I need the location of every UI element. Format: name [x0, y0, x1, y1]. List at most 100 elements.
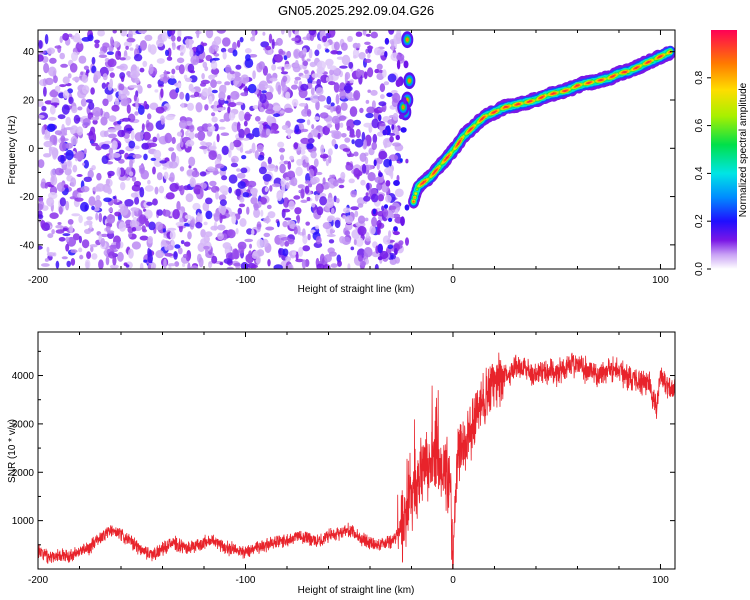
- noise-blob: [201, 87, 210, 97]
- noise-blob: [380, 94, 385, 100]
- noise-blob: [148, 63, 154, 75]
- noise-blob: [75, 41, 84, 53]
- ridge-point: [412, 200, 415, 203]
- noise-blob: [120, 75, 125, 82]
- noise-blob: [197, 130, 206, 141]
- noise-blob: [153, 149, 162, 159]
- ridge-point: [453, 147, 456, 150]
- noise-blob: [112, 196, 117, 200]
- noise-blob: [367, 172, 376, 182]
- spectrogram-ridge: [371, 31, 675, 261]
- noise-blob: [259, 93, 267, 104]
- noise-blob: [244, 150, 253, 154]
- ridge-point: [447, 154, 450, 157]
- noise-blob: [396, 174, 400, 182]
- noise-blob: [256, 249, 265, 257]
- noise-blob: [302, 245, 311, 252]
- noise-blob: [148, 221, 156, 231]
- noise-blob: [235, 228, 239, 235]
- noise-blob: [235, 101, 244, 106]
- noise-blob: [232, 41, 237, 51]
- noise-blob: [315, 236, 322, 245]
- noise-blob: [103, 197, 112, 203]
- noise-blob: [366, 106, 376, 114]
- noise-blob: [357, 225, 367, 236]
- noise-blob: [134, 145, 140, 150]
- noise-blob: [54, 167, 64, 176]
- noise-blob: [250, 187, 258, 195]
- noise-blob: [199, 213, 203, 224]
- noise-blob: [131, 241, 141, 250]
- noise-blob: [193, 184, 203, 195]
- noise-blob: [189, 124, 195, 133]
- noise-blob: [127, 248, 134, 259]
- noise-blob: [165, 49, 169, 56]
- noise-blob: [91, 56, 96, 65]
- noise-blob: [393, 33, 403, 44]
- noise-blob: [302, 234, 308, 245]
- noise-blob: [82, 118, 91, 127]
- noise-blob: [330, 263, 338, 268]
- noise-blob: [219, 199, 227, 207]
- noise-blob: [146, 201, 153, 206]
- noise-blob: [254, 116, 261, 122]
- noise-blob: [80, 71, 84, 76]
- noise-blob: [205, 210, 213, 220]
- noise-blob: [267, 211, 276, 219]
- noise-blob: [71, 213, 81, 217]
- noise-blob: [260, 209, 264, 217]
- noise-blob: [113, 41, 120, 48]
- noise-blob: [220, 205, 226, 216]
- noise-blob: [46, 246, 50, 254]
- noise-blob: [64, 167, 72, 176]
- noise-blob: [246, 180, 257, 188]
- noise-blob: [278, 48, 284, 55]
- noise-blob: [275, 37, 283, 46]
- noise-blob: [59, 35, 63, 44]
- noise-blob: [396, 53, 405, 62]
- noise-blob: [222, 51, 227, 60]
- noise-blob: [101, 82, 107, 89]
- noise-blob: [288, 200, 295, 210]
- noise-blob: [237, 207, 242, 215]
- noise-blob: [154, 221, 163, 231]
- noise-blob: [396, 59, 401, 70]
- noise-blob: [201, 73, 205, 80]
- noise-blob: [232, 49, 238, 57]
- noise-blob: [269, 77, 278, 82]
- noise-blob: [128, 84, 138, 89]
- ridge-point: [405, 37, 409, 42]
- noise-blob: [91, 116, 100, 121]
- noise-blob: [335, 198, 340, 204]
- noise-blob: [117, 129, 126, 138]
- noise-blob: [199, 171, 207, 177]
- noise-blob: [47, 233, 54, 239]
- noise-blob: [186, 169, 194, 177]
- noise-blob: [164, 252, 174, 257]
- noise-blob: [133, 94, 137, 102]
- noise-blob: [111, 152, 121, 158]
- noise-blob: [229, 70, 235, 75]
- noise-blob: [93, 70, 102, 80]
- noise-blob: [46, 197, 55, 207]
- noise-blob: [165, 192, 175, 200]
- snr-frame: [37, 331, 676, 570]
- noise-blob: [300, 149, 306, 155]
- noise-blob: [365, 232, 370, 238]
- noise-blob: [392, 231, 400, 236]
- ridge-point: [413, 196, 416, 199]
- noise-blob: [196, 44, 205, 55]
- noise-blob: [208, 45, 215, 54]
- spectrogram-x-axis-label: Height of straight line (km): [298, 284, 415, 295]
- noise-blob: [398, 113, 405, 120]
- noise-blob: [308, 30, 317, 36]
- noise-blob: [131, 227, 137, 232]
- spectrogram-y-tick-label: 0: [28, 144, 34, 155]
- noise-blob: [242, 137, 250, 141]
- noise-blob: [65, 200, 70, 211]
- noise-blob: [167, 263, 176, 267]
- noise-blob: [43, 153, 52, 158]
- noise-blob: [395, 126, 399, 136]
- noise-blob: [176, 131, 183, 137]
